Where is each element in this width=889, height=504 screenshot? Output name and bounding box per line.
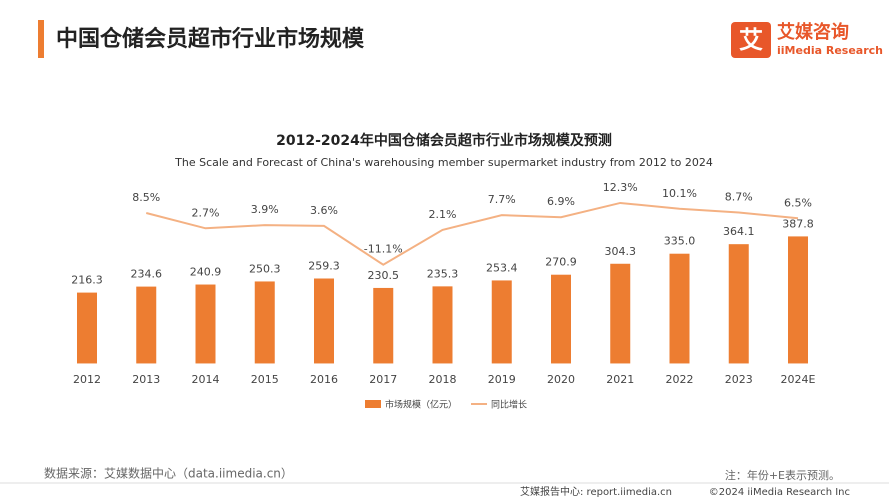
- bar-label: 230.5: [368, 269, 400, 282]
- x-tick-label: 2016: [310, 373, 338, 386]
- title-accent: [38, 20, 44, 58]
- bar-label: 364.1: [723, 225, 755, 238]
- bar-label: 304.3: [605, 245, 637, 258]
- x-tick-label: 2020: [547, 373, 575, 386]
- line-label: 3.6%: [310, 204, 338, 217]
- x-tick-label: 2018: [429, 373, 457, 386]
- bar: [195, 284, 216, 364]
- x-tick-label: 2022: [666, 373, 694, 386]
- legend-swatch: [365, 400, 381, 408]
- logo-name: 艾媒咨询: [777, 21, 849, 43]
- bar: [77, 292, 97, 364]
- bar: [610, 263, 631, 364]
- line-label: 8.7%: [725, 190, 753, 203]
- line-label: 2.1%: [429, 208, 457, 221]
- line-label: 7.7%: [488, 193, 516, 206]
- x-tick-label: 2021: [606, 373, 634, 386]
- bar: [491, 280, 512, 364]
- line-label: 8.5%: [132, 191, 160, 204]
- note: 注：年份+E表示预测。: [725, 468, 840, 482]
- bar-label: 250.3: [249, 262, 281, 275]
- bar: [254, 281, 275, 364]
- page-title: 中国仓储会员超市行业市场规模: [56, 26, 365, 52]
- bar-label: 234.6: [131, 268, 163, 281]
- bar-label: 253.4: [486, 261, 518, 274]
- bar: [551, 274, 571, 364]
- bar: [788, 236, 808, 364]
- line-label: 12.3%: [603, 181, 638, 194]
- line-label: 6.5%: [784, 196, 812, 209]
- bar: [669, 253, 690, 364]
- copyright: ©2024 iiMedia Research Inc: [709, 487, 850, 498]
- x-tick-label: 2023: [725, 373, 753, 386]
- bar: [314, 278, 334, 364]
- x-tick-label: 2024E: [781, 373, 816, 386]
- logo-mark: 艾: [739, 26, 763, 54]
- bar-label: 270.9: [545, 256, 577, 269]
- x-tick-label: 2013: [132, 373, 160, 386]
- bar-label: 335.0: [664, 235, 696, 248]
- legend-label: 市场规模（亿元）: [385, 399, 457, 411]
- bar-label: 259.3: [308, 260, 340, 273]
- chart-subtitle: The Scale and Forecast of China's wareho…: [174, 156, 713, 169]
- bar: [373, 287, 394, 364]
- logo-box: [731, 22, 771, 58]
- chart-title: 2012-2024年中国仓储会员超市行业市场规模及预测: [276, 132, 612, 149]
- bar-label: 216.3: [71, 274, 103, 287]
- growth-line: [145, 201, 799, 266]
- x-tick-label: 2014: [192, 373, 220, 386]
- source: 数据来源：艾媒数据中心（data.iimedia.cn）: [44, 466, 293, 481]
- x-tick-label: 2012: [73, 373, 101, 386]
- bar-label: 240.9: [190, 266, 222, 279]
- logo-sub: iiMedia Research: [777, 44, 883, 57]
- x-tick-label: 2017: [369, 373, 397, 386]
- x-tick-label: 2015: [251, 373, 279, 386]
- line-label: -11.1%: [364, 243, 403, 256]
- line-label: 3.9%: [251, 203, 279, 216]
- bar-label: 387.8: [782, 217, 814, 230]
- bar: [728, 244, 749, 364]
- x-tick-label: 2019: [488, 373, 516, 386]
- line-label: 10.1%: [662, 187, 697, 200]
- line-label: 6.9%: [547, 195, 575, 208]
- report: 艾媒报告中心: report.iimedia.cn: [520, 485, 672, 498]
- bar: [136, 286, 157, 364]
- bar-label: 235.3: [427, 267, 459, 280]
- bar: [432, 286, 453, 364]
- line-label: 2.7%: [192, 206, 220, 219]
- legend-label: 同比增长: [491, 399, 527, 411]
